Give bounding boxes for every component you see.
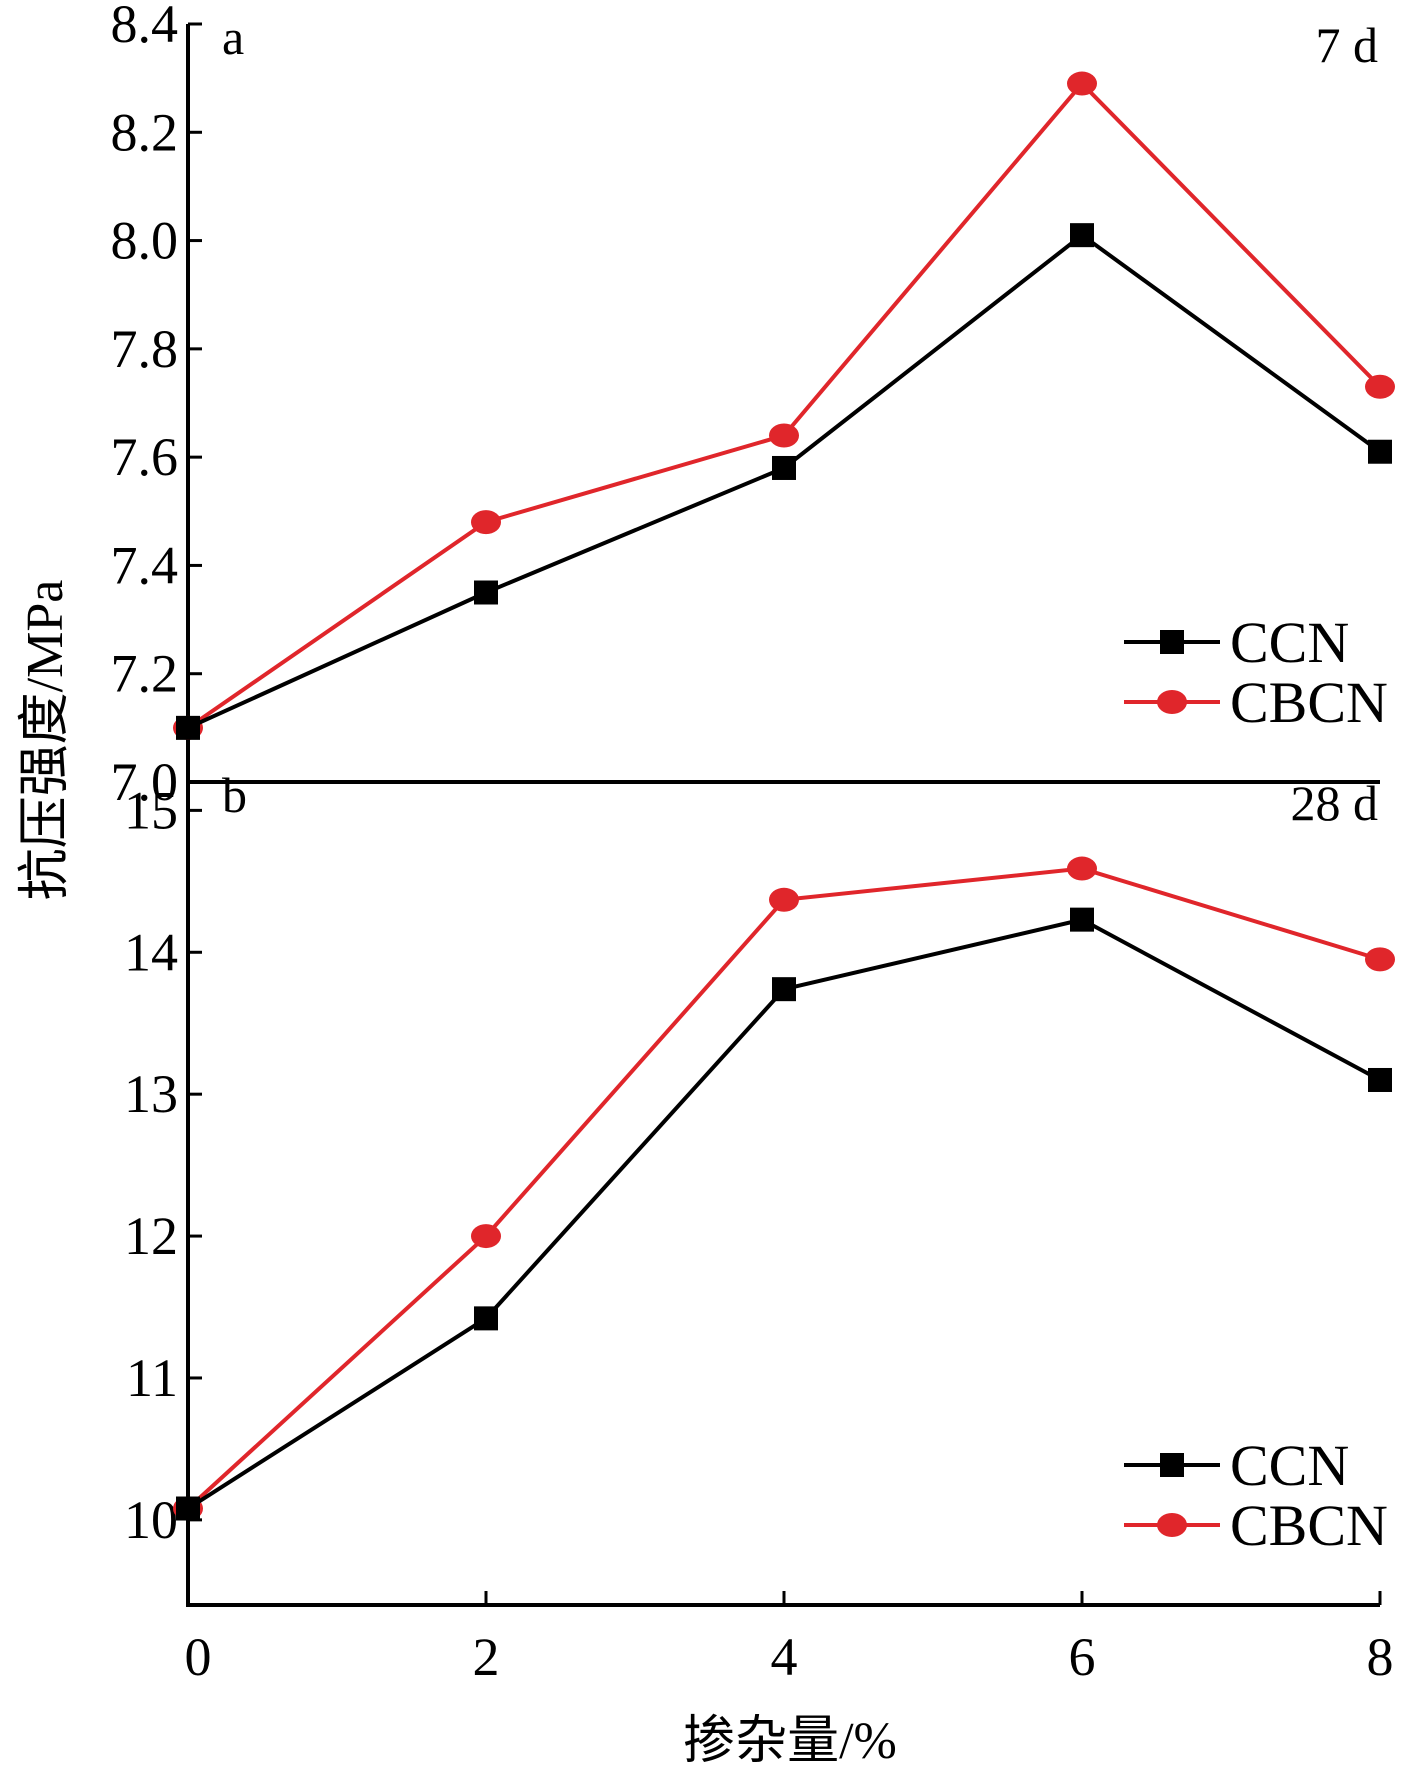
data-point-ccn bbox=[1368, 439, 1392, 464]
legend-marker-ccn bbox=[1160, 1453, 1184, 1477]
data-point-cbcn bbox=[1067, 856, 1097, 881]
data-point-ccn bbox=[176, 1496, 200, 1521]
panel-label: b bbox=[222, 767, 247, 823]
y-tick-label: 8.2 bbox=[111, 102, 179, 162]
x-tick-label: 2 bbox=[473, 1627, 500, 1687]
data-point-ccn bbox=[1070, 223, 1094, 248]
curing-age-label: 7 d bbox=[1316, 17, 1379, 73]
series-line-cbcn bbox=[186, 80, 1382, 730]
x-tick-label: 4 bbox=[771, 1627, 798, 1687]
legend-label-ccn: CCN bbox=[1230, 1433, 1349, 1498]
data-point-cbcn bbox=[1067, 71, 1097, 96]
x-tick-label: 0 bbox=[185, 1627, 212, 1687]
data-point-ccn bbox=[772, 455, 796, 480]
y-tick-label: 10 bbox=[124, 1490, 178, 1550]
y-tick-label: 7.4 bbox=[111, 535, 179, 595]
y-tick-label: 7.8 bbox=[111, 319, 179, 379]
y-tick-label: 15 bbox=[124, 780, 178, 840]
y-axis-title: 抗压强度/MPa bbox=[17, 580, 74, 901]
x-tick-label: 6 bbox=[1069, 1627, 1096, 1687]
legend-marker-cbcn bbox=[1157, 1513, 1187, 1537]
y-tick-label: 12 bbox=[124, 1206, 178, 1266]
curing-age-label: 28 d bbox=[1291, 775, 1379, 831]
data-point-cbcn bbox=[471, 510, 501, 535]
series-line-ccn bbox=[187, 232, 1382, 730]
y-tick-label: 7.0 bbox=[111, 752, 179, 812]
y-tick-label: 7.6 bbox=[111, 427, 179, 487]
legend-label-cbcn: CBCN bbox=[1230, 1493, 1388, 1558]
data-point-ccn bbox=[1368, 1067, 1392, 1092]
series-line-cbcn bbox=[186, 866, 1381, 1510]
x-tick-label: 8 bbox=[1367, 1627, 1394, 1687]
legend-marker-ccn bbox=[1160, 630, 1184, 654]
y-tick-label: 11 bbox=[126, 1348, 178, 1408]
x-axis-title: 掺杂量/% bbox=[683, 1713, 897, 1770]
series-line-ccn bbox=[186, 917, 1381, 1511]
y-tick-label: 8.4 bbox=[111, 0, 179, 54]
y-tick-label: 14 bbox=[124, 922, 178, 982]
legend-label-cbcn: CBCN bbox=[1230, 670, 1388, 735]
data-point-ccn bbox=[176, 715, 200, 740]
data-point-cbcn bbox=[769, 887, 799, 912]
legend-marker-cbcn bbox=[1157, 690, 1187, 714]
data-point-ccn bbox=[772, 977, 796, 1002]
data-point-cbcn bbox=[1365, 374, 1395, 399]
data-point-cbcn bbox=[769, 423, 799, 448]
data-point-cbcn bbox=[471, 1224, 501, 1249]
panel-label: a bbox=[222, 9, 244, 65]
data-point-ccn bbox=[474, 580, 498, 605]
legend-label-ccn: CCN bbox=[1230, 610, 1349, 675]
data-point-cbcn bbox=[1365, 947, 1395, 972]
data-point-ccn bbox=[1070, 907, 1094, 932]
y-tick-label: 7.2 bbox=[111, 644, 179, 704]
y-tick-label: 8.0 bbox=[111, 211, 179, 271]
y-tick-label: 13 bbox=[124, 1064, 178, 1124]
data-point-ccn bbox=[474, 1306, 498, 1331]
